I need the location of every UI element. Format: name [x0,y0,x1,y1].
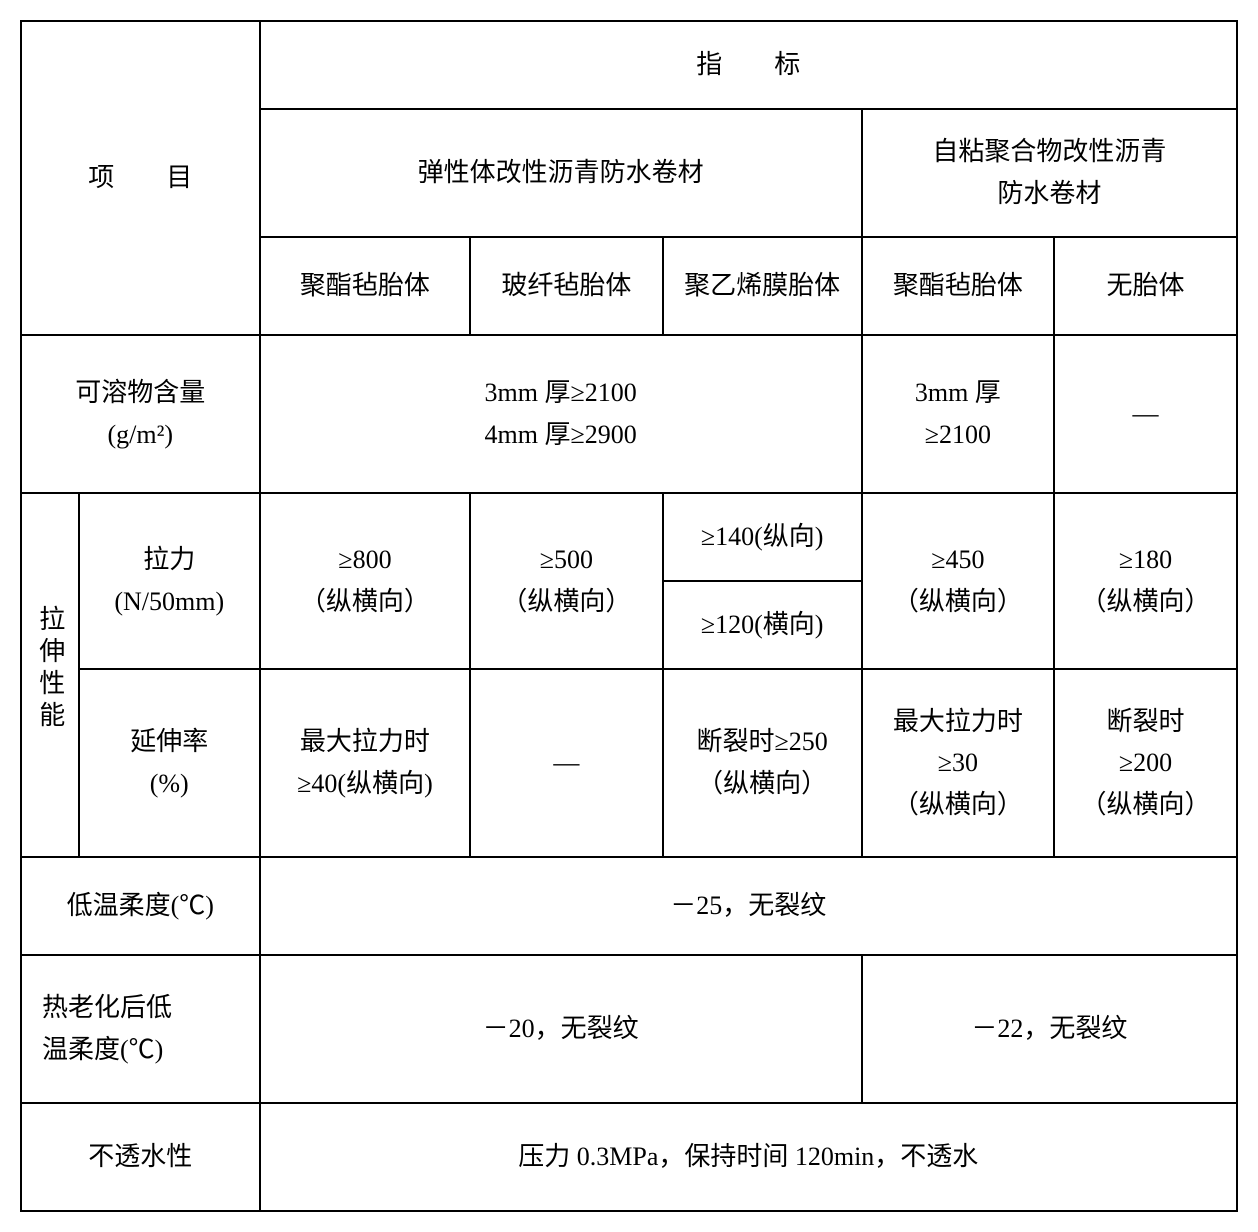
row-elong-c5-l3: （纵横向） [1080,790,1210,819]
header-col1: 聚酯毡胎体 [260,237,471,335]
row-elong-c3-l1: 断裂时≥250 [696,727,827,756]
row-elong-c4-l3: （纵横向） [893,790,1023,819]
row-elong-label: 延伸率 (%) [79,669,260,857]
row-elong-label-l2: (%) [150,769,189,798]
header-group1-text: 弹性体改性沥青防水卷材 [418,158,704,187]
row-soluble-v2-l2: ≥2100 [925,420,991,449]
header-indicator: 指 标 [260,21,1237,109]
row-waterproof-label: 不透水性 [21,1103,260,1211]
row-force-c2: ≥500 （纵横向） [470,493,662,669]
row-elong-c4-l1: 最大拉力时 [893,707,1023,736]
row-elong-c5: 断裂时 ≥200 （纵横向） [1054,669,1237,857]
header-group2-l1: 自粘聚合物改性沥青 [932,137,1166,166]
row-elong-c3-l2: （纵横向） [697,769,827,798]
row-elong-c3: 断裂时≥250 （纵横向） [663,669,862,857]
row-soluble-v1-l1: 3mm 厚≥2100 [485,378,637,407]
header-group2: 自粘聚合物改性沥青 防水卷材 [862,109,1237,237]
row-elong-c1-l2: ≥40(纵横向) [297,769,433,798]
row-force-c4-l1: ≥450 [931,545,984,574]
row-force-c1-l1: ≥800 [338,545,391,574]
row-lowtemp-label: 低温柔度(℃) [21,857,260,955]
row-waterproof-value: 压力 0.3MPa，保持时间 120min，不透水 [260,1103,1237,1211]
row-force-c2-l2: （纵横向） [501,587,631,616]
row-force-c4-l2: （纵横向） [893,587,1023,616]
header-item: 项 目 [21,21,260,335]
row-soluble-label-l2: (g/m²) [108,420,174,449]
spec-table: 项 目 指 标 弹性体改性沥青防水卷材 自粘聚合物改性沥青 防水卷材 聚酯毡胎体… [20,20,1238,1212]
row-tensile-group-text: 拉伸性能 [29,605,71,733]
row-force-label: 拉力 (N/50mm) [79,493,260,669]
row-force-c2-l1: ≥500 [540,545,593,574]
row-elong-c2: — [470,669,662,857]
row-elong-c4-l2: ≥30 [938,748,978,777]
header-indicator-text: 指 标 [696,50,800,79]
header-col4: 聚酯毡胎体 [862,237,1054,335]
header-col2: 玻纤毡胎体 [470,237,662,335]
row-elong-c5-l1: 断裂时 [1106,707,1184,736]
row-aged-v2: －22，无裂纹 [862,955,1237,1103]
row-force-label-l2: (N/50mm) [114,587,224,616]
row-soluble-label: 可溶物含量 (g/m²) [21,335,260,493]
row-lowtemp-value: －25，无裂纹 [260,857,1237,955]
row-force-c1-l2: （纵横向） [300,587,430,616]
row-force-c5: ≥180 （纵横向） [1054,493,1237,669]
row-force-c5-l1: ≥180 [1119,545,1172,574]
header-col5: 无胎体 [1054,237,1237,335]
header-col3: 聚乙烯膜胎体 [663,237,862,335]
row-elong-c1-l1: 最大拉力时 [300,727,430,756]
row-soluble-v1: 3mm 厚≥2100 4mm 厚≥2900 [260,335,862,493]
row-soluble-label-l1: 可溶物含量 [75,378,205,407]
header-group2-l2: 防水卷材 [997,179,1101,208]
row-aged-label: 热老化后低 温柔度(℃) [21,955,260,1103]
row-elong-c5-l2: ≥200 [1119,748,1172,777]
row-soluble-v1-l2: 4mm 厚≥2900 [485,420,637,449]
row-elong-label-l1: 延伸率 [130,727,208,756]
row-force-c5-l2: （纵横向） [1080,587,1210,616]
row-soluble-v2: 3mm 厚 ≥2100 [862,335,1054,493]
header-group1: 弹性体改性沥青防水卷材 [260,109,862,237]
header-item-text: 项 目 [88,163,192,192]
row-elong-c4: 最大拉力时 ≥30 （纵横向） [862,669,1054,857]
row-force-c4: ≥450 （纵横向） [862,493,1054,669]
row-force-c3a: ≥140(纵向) [663,493,862,581]
row-force-label-l1: 拉力 [143,545,195,574]
row-aged-label-l2: 温柔度(℃) [42,1035,163,1064]
row-aged-v1: －20，无裂纹 [260,955,862,1103]
row-soluble-v2-l1: 3mm 厚 [915,378,1001,407]
row-soluble-v3: — [1054,335,1237,493]
row-force-c3b: ≥120(横向) [663,581,862,669]
row-elong-c1: 最大拉力时 ≥40(纵横向) [260,669,471,857]
row-aged-label-l1: 热老化后低 [42,993,172,1022]
row-tensile-group: 拉伸性能 [21,493,79,857]
row-force-c1: ≥800 （纵横向） [260,493,471,669]
